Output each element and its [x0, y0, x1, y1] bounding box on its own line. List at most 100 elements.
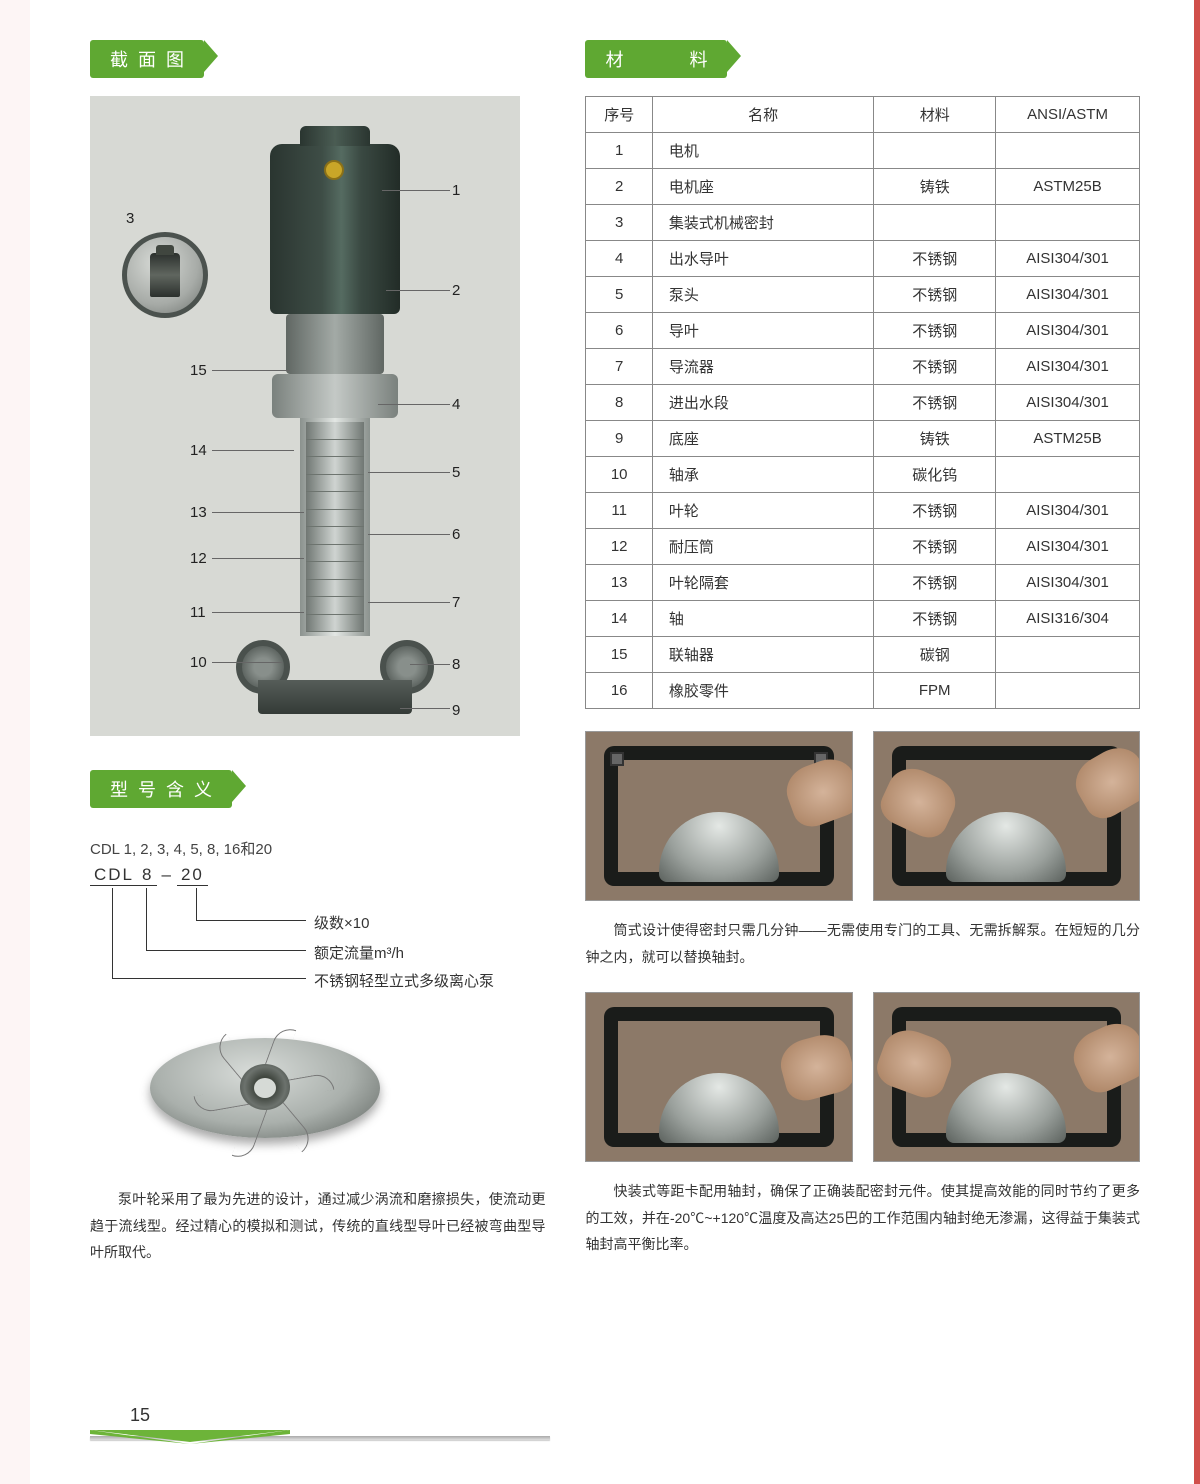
- cell-ansi: AISI316/304: [996, 601, 1140, 637]
- callout-10: 10: [190, 654, 207, 671]
- cell-name: 橡胶零件: [652, 673, 873, 709]
- th-index: 序号: [586, 97, 652, 133]
- footer-decoration: [90, 1430, 550, 1444]
- cell-material: 不锈钢: [874, 313, 996, 349]
- table-row: 14轴不锈钢AISI316/304: [586, 601, 1140, 637]
- page-footer: 15: [90, 1405, 550, 1444]
- pump-coupling-shape: [286, 314, 384, 374]
- callout-13: 13: [190, 504, 207, 521]
- cell-ansi: [996, 457, 1140, 493]
- cell-name: 导流器: [652, 349, 873, 385]
- table-row: 9底座铸铁ASTM25B: [586, 421, 1140, 457]
- materials-table: 序号 名称 材料 ANSI/ASTM 1电机2电机座铸铁ASTM25B3集装式机…: [585, 96, 1140, 709]
- table-row: 5泵头不锈钢AISI304/301: [586, 277, 1140, 313]
- seal-photo-4: [873, 992, 1140, 1162]
- photo-grid-1: [585, 731, 1140, 901]
- cell-ansi: AISI304/301: [996, 349, 1140, 385]
- cell-index: 11: [586, 493, 652, 529]
- callout-14: 14: [190, 442, 207, 459]
- page: 截面图 1 2 3 4: [30, 0, 1200, 1484]
- cell-material: 不锈钢: [874, 241, 996, 277]
- cell-index: 9: [586, 421, 652, 457]
- two-column-layout: 截面图 1 2 3 4: [90, 40, 1140, 1266]
- right-column: 材 料 序号 名称 材料 ANSI/ASTM 1电机2电机座铸铁ASTM25B3…: [585, 40, 1140, 1266]
- callout-7: 7: [452, 594, 460, 611]
- photo-grid-2: [585, 992, 1140, 1162]
- table-row: 2电机座铸铁ASTM25B: [586, 169, 1140, 205]
- pump-stages-shape: [306, 422, 364, 632]
- table-row: 6导叶不锈钢AISI304/301: [586, 313, 1140, 349]
- model-legend-tree: 级数×10 额定流量m³/h 不锈钢轻型立式多级离心泵: [94, 888, 545, 998]
- cell-material: 不锈钢: [874, 493, 996, 529]
- cell-index: 16: [586, 673, 652, 709]
- cell-index: 15: [586, 637, 652, 673]
- cell-name: 进出水段: [652, 385, 873, 421]
- table-row: 8进出水段不锈钢AISI304/301: [586, 385, 1140, 421]
- pump-head-shape: [272, 374, 398, 418]
- callout-8: 8: [452, 656, 460, 673]
- cell-ansi: ASTM25B: [996, 169, 1140, 205]
- callout-4: 4: [452, 396, 460, 413]
- cell-ansi: [996, 133, 1140, 169]
- pump-flanges: [240, 634, 430, 676]
- callout-9: 9: [452, 702, 460, 719]
- model-code-num1: 8: [138, 865, 157, 886]
- seal-photo-2: [873, 731, 1140, 901]
- table-row: 4出水导叶不锈钢AISI304/301: [586, 241, 1140, 277]
- model-meaning-section: 型号含义 CDL 1, 2, 3, 4, 5, 8, 16和20 CDL 8 –…: [90, 770, 545, 1266]
- table-row: 7导流器不锈钢AISI304/301: [586, 349, 1140, 385]
- cell-name: 轴: [652, 601, 873, 637]
- callout-3: 3: [126, 210, 134, 227]
- cell-material: 不锈钢: [874, 277, 996, 313]
- impeller-illustration: [90, 1008, 545, 1178]
- table-row: 11叶轮不锈钢AISI304/301: [586, 493, 1140, 529]
- seal-inset-circle: [122, 232, 208, 318]
- table-row: 13叶轮隔套不锈钢AISI304/301: [586, 565, 1140, 601]
- cell-ansi: ASTM25B: [996, 421, 1140, 457]
- cell-material: 不锈钢: [874, 349, 996, 385]
- callout-1: 1: [452, 182, 460, 199]
- cell-name: 泵头: [652, 277, 873, 313]
- cell-index: 2: [586, 169, 652, 205]
- model-code: CDL 8 – 20: [90, 865, 545, 886]
- cell-index: 1: [586, 133, 652, 169]
- cross-section-diagram: 1 2 3 4 5 6 7 8 9 10 11 12 13 14 15: [90, 96, 520, 736]
- left-column: 截面图 1 2 3 4: [90, 40, 545, 1266]
- cell-name: 电机: [652, 133, 873, 169]
- table-row: 12耐压筒不锈钢AISI304/301: [586, 529, 1140, 565]
- cell-name: 叶轮: [652, 493, 873, 529]
- table-row: 15联轴器碳钢: [586, 637, 1140, 673]
- cell-name: 耐压筒: [652, 529, 873, 565]
- legend-line3: 不锈钢轻型立式多级离心泵: [314, 970, 494, 991]
- cell-material: [874, 133, 996, 169]
- model-code-dash: –: [157, 865, 176, 886]
- cell-ansi: AISI304/301: [996, 529, 1140, 565]
- cell-ansi: [996, 673, 1140, 709]
- legend-line2: 额定流量m³/h: [314, 942, 404, 963]
- cell-ansi: [996, 205, 1140, 241]
- cell-ansi: AISI304/301: [996, 277, 1140, 313]
- seal-paragraph-2: 快装式等距卡配用轴封，确保了正确装配密封元件。使其提高效能的同时节约了更多的工效…: [585, 1178, 1140, 1258]
- cell-name: 轴承: [652, 457, 873, 493]
- th-name: 名称: [652, 97, 873, 133]
- cell-ansi: AISI304/301: [996, 565, 1140, 601]
- table-header-row: 序号 名称 材料 ANSI/ASTM: [586, 97, 1140, 133]
- table-row: 10轴承碳化钨: [586, 457, 1140, 493]
- cell-index: 14: [586, 601, 652, 637]
- model-code-prefix: CDL: [90, 865, 138, 886]
- cell-ansi: AISI304/301: [996, 385, 1140, 421]
- cell-index: 4: [586, 241, 652, 277]
- cell-material: 不锈钢: [874, 385, 996, 421]
- pump-motor-shape: [270, 144, 400, 314]
- cell-index: 10: [586, 457, 652, 493]
- callout-5: 5: [452, 464, 460, 481]
- cell-material: 碳化钨: [874, 457, 996, 493]
- section-title-model: 型号含义: [90, 770, 232, 808]
- callout-15: 15: [190, 362, 207, 379]
- cell-name: 出水导叶: [652, 241, 873, 277]
- cell-material: FPM: [874, 673, 996, 709]
- cell-index: 5: [586, 277, 652, 313]
- cell-name: 导叶: [652, 313, 873, 349]
- cell-name: 电机座: [652, 169, 873, 205]
- cell-ansi: AISI304/301: [996, 493, 1140, 529]
